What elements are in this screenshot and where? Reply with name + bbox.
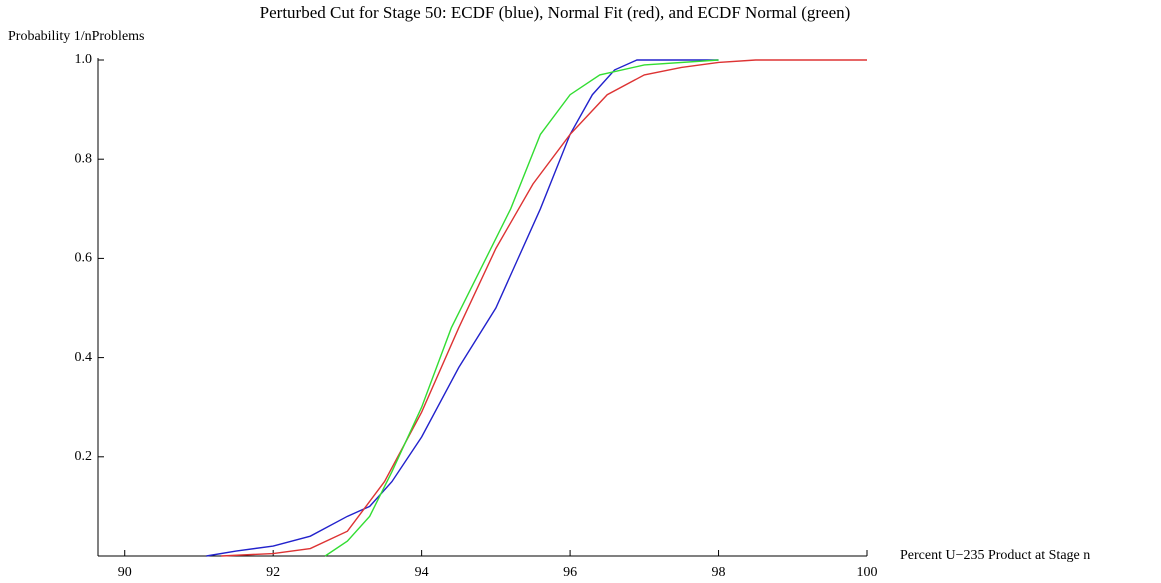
x-tick-label: 96	[563, 565, 577, 580]
series-line	[221, 59, 867, 557]
y-tick-label: 0.2	[75, 449, 93, 464]
x-axis-label: Percent U−235 Product at Stage n	[900, 548, 1090, 563]
y-tick-label: 1.0	[75, 52, 93, 67]
x-tick-label: 100	[857, 565, 878, 580]
x-tick-label: 94	[415, 565, 429, 580]
series-line	[324, 59, 719, 557]
chart-title: Perturbed Cut for Stage 50: ECDF (blue),…	[260, 3, 851, 22]
y-tick-label: 0.6	[75, 251, 93, 266]
x-tick-label: 90	[118, 565, 132, 580]
y-tick-label: 0.4	[75, 350, 93, 365]
x-tick-label: 98	[712, 565, 726, 580]
series-line	[206, 59, 719, 557]
x-tick-label: 92	[266, 565, 280, 580]
y-axis-label: Probability 1/nProblems	[8, 29, 145, 44]
y-tick-label: 0.8	[75, 151, 93, 166]
